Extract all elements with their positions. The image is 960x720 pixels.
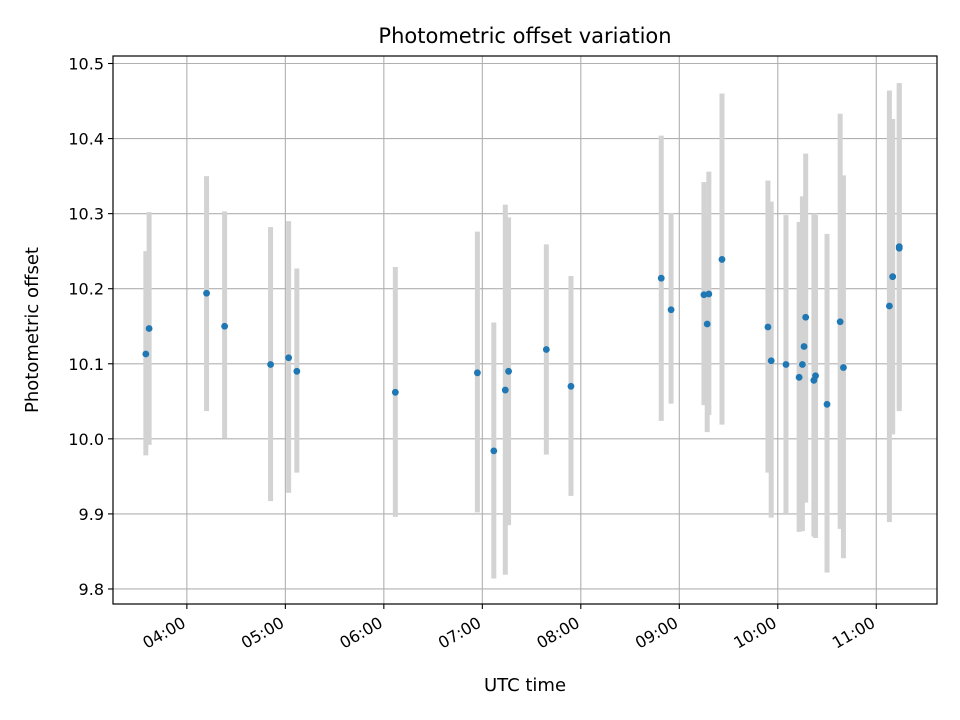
data-point [293, 367, 301, 375]
data-point [889, 273, 897, 281]
y-tick-label: 10.0 [68, 430, 104, 449]
data-point [391, 388, 399, 396]
y-tick-label: 10.4 [68, 130, 104, 149]
data-point [718, 256, 726, 263]
y-tick-label: 10.3 [68, 205, 104, 224]
data-point [767, 357, 775, 365]
plot-frame [112, 55, 938, 605]
y-tick-label: 10.1 [68, 355, 104, 374]
data-point [505, 367, 512, 375]
data-point [812, 372, 819, 380]
data-point [145, 325, 153, 332]
data-point [800, 343, 808, 350]
data-point [567, 382, 575, 390]
data-point [490, 447, 498, 455]
data-point [667, 306, 675, 314]
chart-title: Photometric offset variation [378, 24, 671, 48]
data-point [795, 373, 803, 381]
y-axis: 9.8 9.9 10.0 10.1 10.2 10.3 10.4 10.5 [68, 55, 113, 599]
grid [113, 56, 937, 604]
x-axis-title: UTC time [484, 675, 566, 696]
data-point [473, 369, 481, 377]
data-point [221, 322, 229, 330]
data-point [285, 354, 293, 362]
data-point [764, 323, 772, 331]
y-axis-title: Photometric offset [22, 247, 43, 413]
data-point [501, 386, 509, 394]
data-point [703, 320, 711, 328]
data-point [657, 274, 665, 282]
data-point [203, 289, 210, 297]
y-tick-label: 10.2 [68, 280, 104, 299]
data-point [267, 361, 274, 368]
data-point [885, 302, 893, 310]
y-tick-label: 9.9 [79, 505, 104, 524]
data-point [836, 318, 844, 326]
data-point [799, 361, 806, 368]
y-tick-label: 9.8 [79, 580, 104, 599]
data-point [142, 350, 150, 358]
data-point [705, 290, 713, 298]
data-point [840, 364, 847, 371]
data-point [823, 400, 831, 408]
y-tick-label: 10.5 [68, 55, 104, 74]
data-point [542, 346, 550, 353]
data-point [782, 361, 790, 368]
data-point [895, 243, 903, 251]
data-point [802, 313, 810, 321]
data-points [142, 243, 903, 455]
